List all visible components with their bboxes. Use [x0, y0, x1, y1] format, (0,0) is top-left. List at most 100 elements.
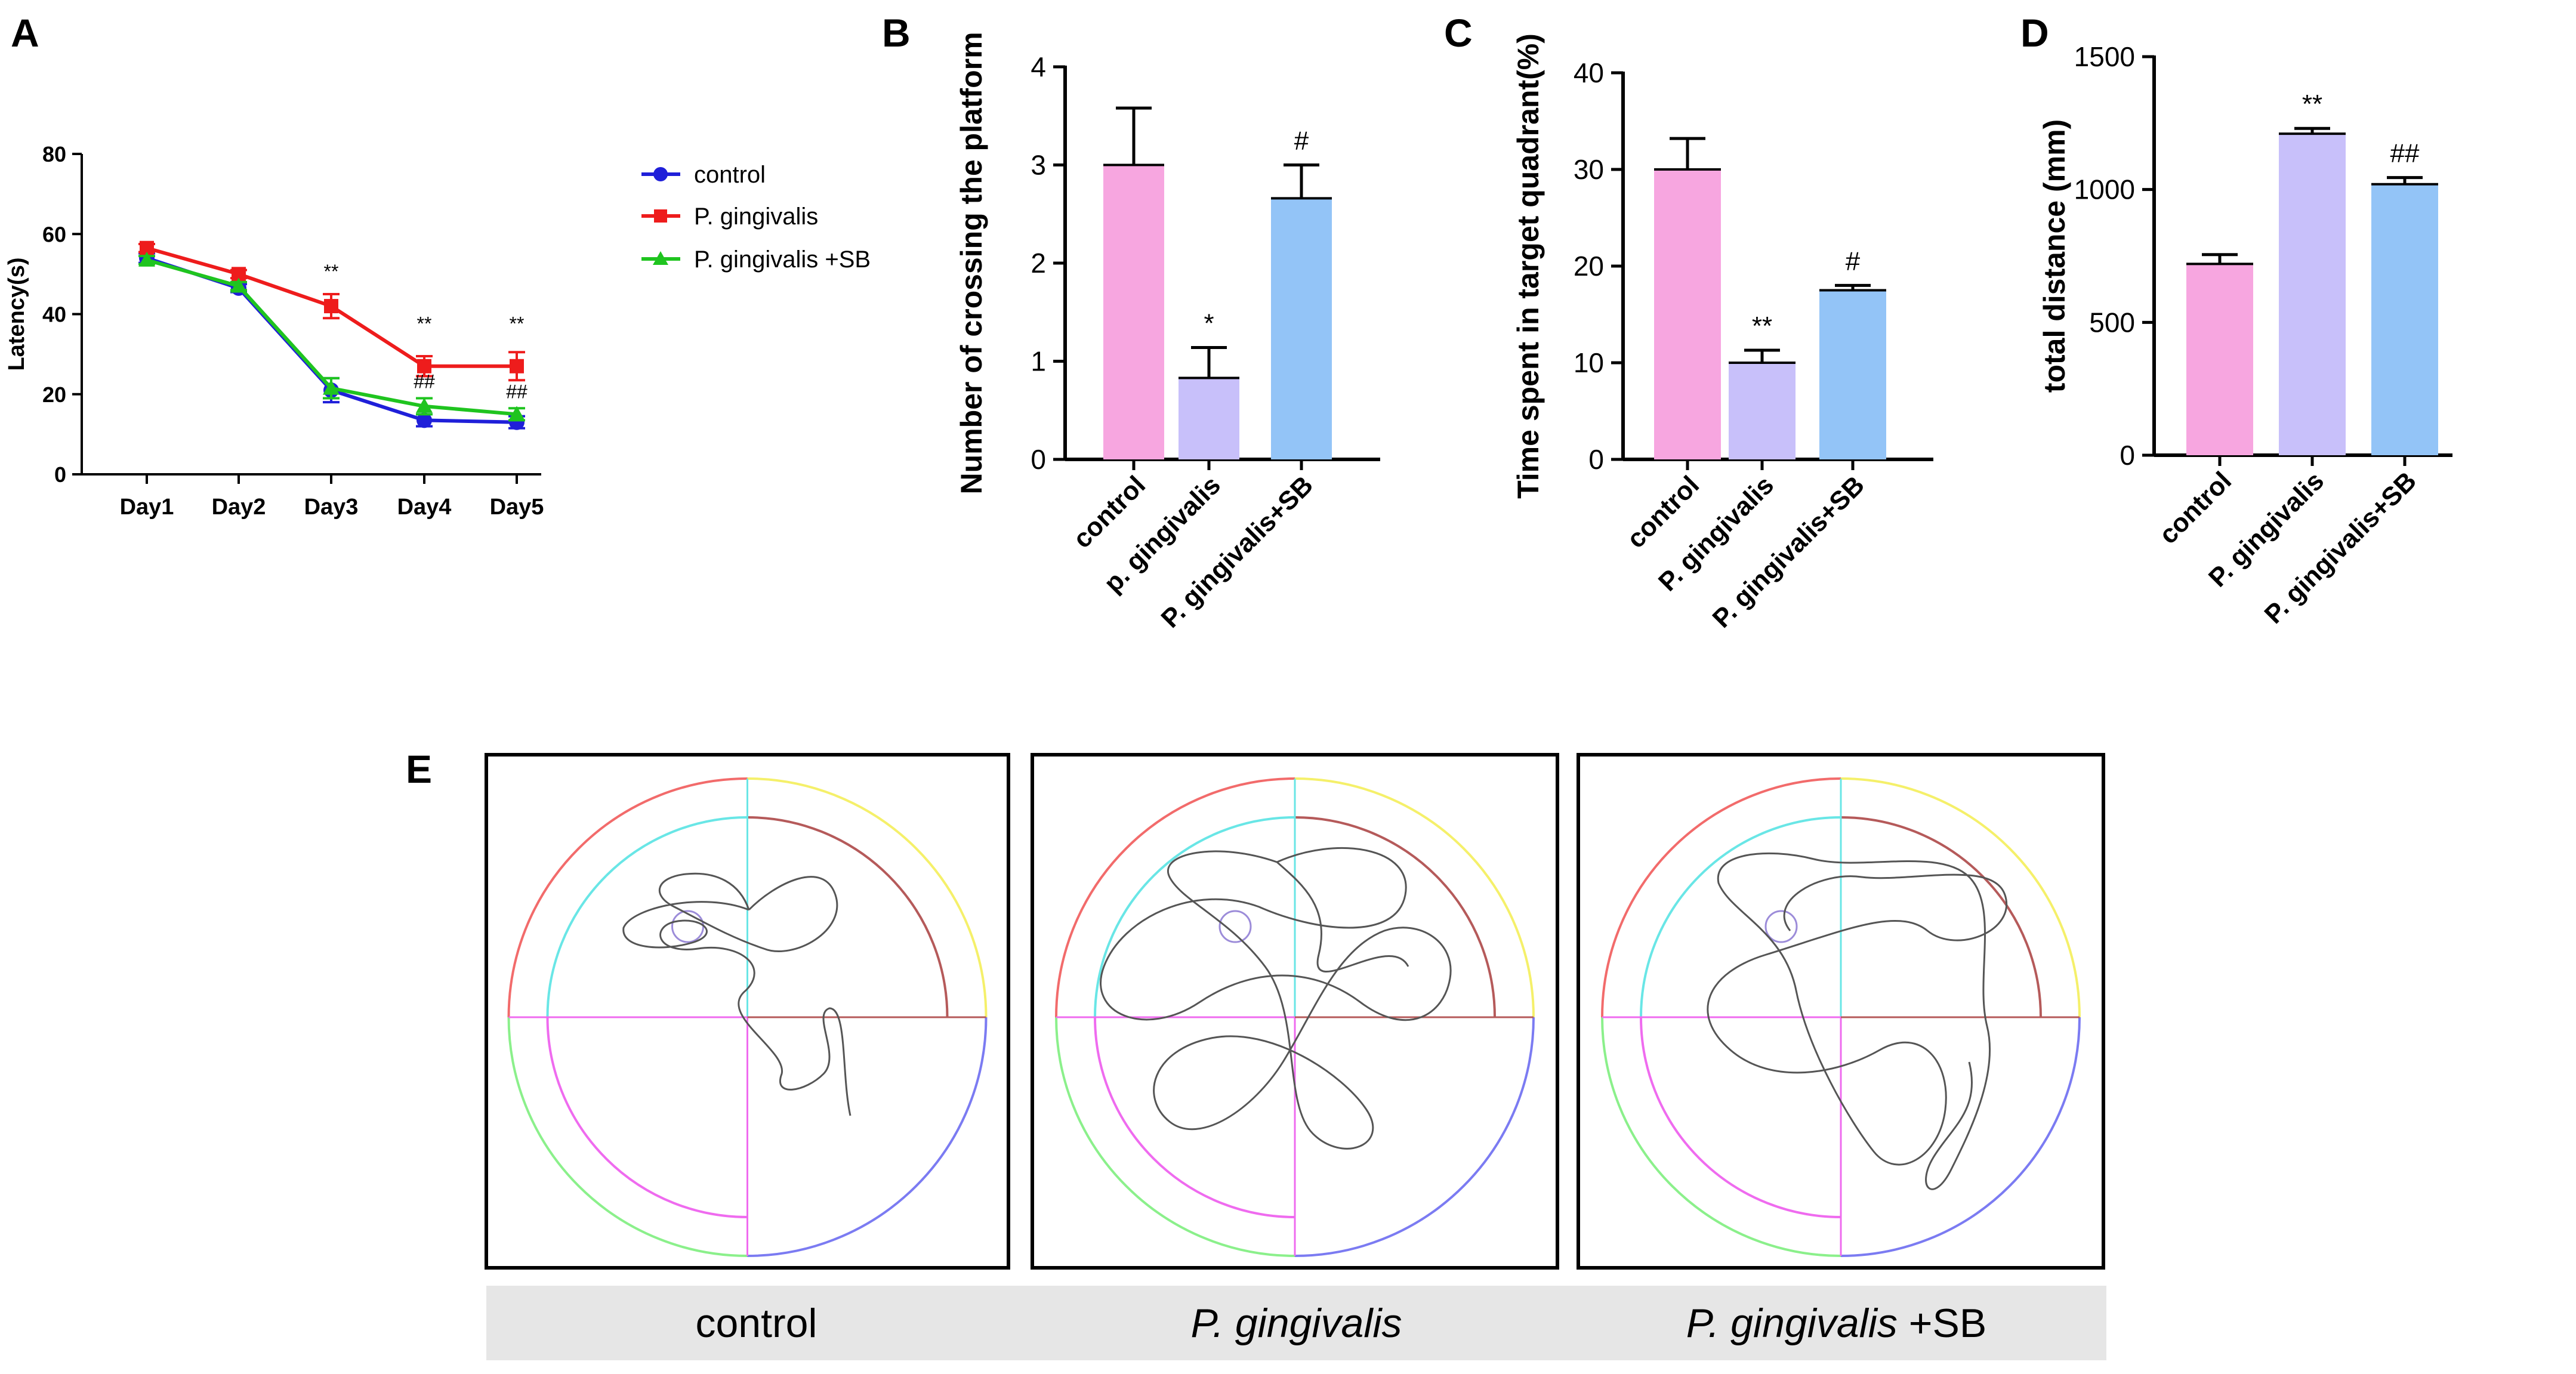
significance-mark: # — [1294, 126, 1309, 156]
legend-marker — [653, 167, 668, 181]
inner-ring-nw — [1640, 816, 1841, 1018]
pool-quadrant-se — [747, 1017, 988, 1257]
inner-ring-ne — [1840, 816, 2042, 1018]
data-point — [510, 359, 524, 373]
bar — [1654, 169, 1721, 459]
bar — [1819, 290, 1886, 459]
chart-c-quadrant-time-bars: 0 10 20 30 40 Time spent in target quadrant(%… — [1511, 33, 1933, 634]
significance-mark: ** — [1752, 311, 1772, 341]
bar — [2279, 134, 2346, 455]
inner-ring-sw — [1094, 1017, 1295, 1218]
y-tick-label: 1500 — [2074, 41, 2135, 72]
swim-path — [622, 872, 852, 1116]
significance-mark: ## — [506, 381, 527, 402]
data-point — [416, 397, 433, 413]
y-tick-label: 1 — [1031, 346, 1046, 377]
x-tick-label: P. gingivalis+SB — [1155, 470, 1319, 634]
platform-marker — [1764, 910, 1798, 943]
y-tick-label: 20 — [42, 382, 66, 407]
panel-letter-d: D — [2020, 11, 2049, 55]
y-tick-label: 0 — [54, 462, 66, 487]
y-tick-label: 1000 — [2074, 174, 2135, 205]
track-caption-plain: +SB — [1897, 1300, 1987, 1346]
y-axis-title: total distance (mm) — [2038, 119, 2071, 393]
y-tick-label: 60 — [42, 222, 66, 246]
data-point — [323, 379, 340, 395]
track-caption-pg-sb: P. gingivalis +SB — [1566, 1286, 2106, 1360]
data-point — [417, 359, 431, 373]
inner-ring-nw — [1094, 816, 1295, 1018]
swim-path — [1707, 852, 2007, 1190]
bar — [1103, 165, 1164, 459]
pool-quadrant-ne — [747, 777, 988, 1018]
significance-mark: ## — [414, 371, 435, 393]
inner-ring-ne — [747, 816, 949, 1018]
bar — [1179, 378, 1239, 459]
pool-quadrant-nw — [1055, 777, 1295, 1018]
pool-quadrant-se — [1294, 1017, 1535, 1257]
panel-letter-c: C — [1444, 11, 1473, 55]
y-tick-label: 80 — [42, 142, 66, 166]
bar — [1729, 363, 1796, 459]
swim-path — [1100, 847, 1452, 1150]
y-tick-label: 40 — [1574, 57, 1604, 88]
significance-mark: ** — [417, 313, 432, 334]
pool-quadrant-sw — [1055, 1017, 1295, 1257]
x-tick-label: P. gingivalis+SB — [2259, 466, 2422, 629]
legend-marker — [654, 209, 667, 223]
track-caption-control: control — [486, 1286, 1026, 1360]
significance-mark: * — [1204, 308, 1214, 338]
legend-label: control — [694, 162, 766, 188]
y-axis-title: Number of crossing the platform — [955, 32, 988, 494]
pool-quadrant-se — [1840, 1017, 2081, 1257]
inner-ring-sw — [546, 1017, 748, 1218]
track-caption-bar: control P. gingivalis P. gingivalis +SB — [486, 1286, 2106, 1360]
significance-mark: ## — [2390, 139, 2420, 168]
chart-a-latency-line: 0 20 40 60 80 Day1 Day2 Day3 Day4 Day5 Latency(s) *… — [4, 142, 871, 520]
data-point — [508, 406, 525, 421]
track-caption-pg: P. gingivalis — [1026, 1286, 1566, 1360]
track-caption-plain: control — [695, 1300, 817, 1346]
x-tick-label: Day4 — [397, 495, 452, 520]
data-point — [138, 251, 155, 267]
x-tick-label: Day3 — [304, 495, 359, 520]
pool-quadrant-ne — [1840, 777, 2081, 1018]
significance-mark: ** — [510, 313, 525, 334]
y-tick-label: 20 — [1574, 251, 1604, 282]
y-axis-title: Latency(s) — [4, 257, 29, 370]
x-tick-label: Day1 — [120, 495, 174, 520]
data-point — [230, 277, 247, 293]
swim-track-panels — [485, 753, 2105, 1270]
inner-ring-nw — [546, 816, 748, 1018]
track-caption-italic: P. gingivalis — [1190, 1300, 1402, 1346]
y-tick-label: 0 — [1031, 444, 1046, 475]
y-tick-label: 4 — [1031, 51, 1046, 82]
significance-mark: ** — [324, 261, 339, 282]
legend-marker — [653, 251, 668, 265]
y-tick-label: 0 — [2120, 440, 2135, 471]
platform-marker — [1218, 910, 1252, 943]
x-tick-label: control — [2154, 466, 2237, 549]
y-tick-label: 500 — [2089, 307, 2135, 338]
significance-mark: # — [1846, 246, 1861, 276]
inner-ring-ne — [1294, 816, 1496, 1018]
y-tick-label: 2 — [1031, 248, 1046, 279]
x-tick-label: P. gingivalis+SB — [1707, 470, 1870, 634]
data-point — [324, 299, 338, 314]
legend-label: P. gingivalis +SB — [694, 246, 871, 273]
y-tick-label: 40 — [42, 302, 66, 327]
pool-quadrant-nw — [507, 777, 748, 1018]
y-tick-label: 0 — [1588, 444, 1604, 475]
x-tick-label: Day5 — [490, 495, 544, 520]
legend-label: P. gingivalis — [694, 203, 818, 230]
chart-d-total-distance-bars: 0 500 1000 1500 total distance (mm) control **… — [2038, 41, 2452, 629]
pool-quadrant-nw — [1601, 777, 1841, 1018]
pool-quadrant-ne — [1294, 777, 1535, 1018]
y-axis-title: Time spent in target quadrant(%) — [1511, 33, 1545, 499]
bar — [2186, 264, 2253, 455]
y-tick-label: 3 — [1031, 150, 1046, 181]
pool-quadrant-sw — [1601, 1017, 1841, 1257]
y-tick-label: 10 — [1574, 347, 1604, 378]
